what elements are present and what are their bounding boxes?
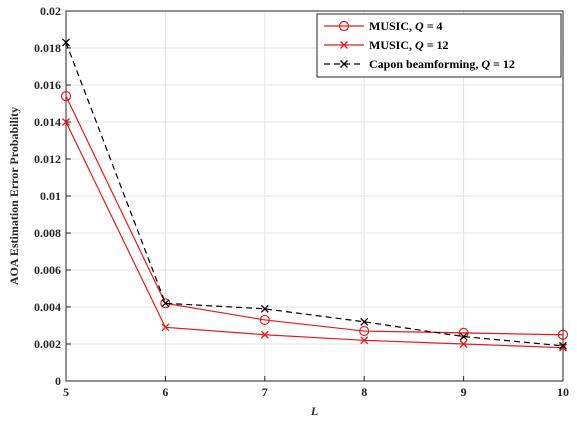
x-marker bbox=[559, 341, 567, 350]
legend-entry-part: MUSIC, bbox=[369, 19, 415, 33]
data-series bbox=[60, 38, 569, 352]
y-tick-label: 0.018 bbox=[34, 41, 61, 55]
x-tick-label: 5 bbox=[63, 385, 69, 399]
y-tick-label: 0.002 bbox=[34, 337, 61, 351]
series-line bbox=[65, 121, 564, 349]
y-tick-label: 0.016 bbox=[34, 78, 61, 92]
x-marker bbox=[459, 332, 468, 341]
legend-entry-part: Capon beamforming, bbox=[369, 57, 481, 71]
x-marker bbox=[360, 336, 369, 345]
x-tick-label: 10 bbox=[557, 385, 569, 399]
y-tick-label: 0 bbox=[55, 374, 61, 388]
y-tick-label: 0.012 bbox=[34, 152, 61, 166]
x-marker bbox=[260, 304, 269, 313]
legend-x-marker bbox=[340, 60, 348, 68]
x-tick-label: 9 bbox=[461, 385, 467, 399]
x-marker bbox=[62, 118, 70, 126]
series-line bbox=[65, 42, 564, 347]
x-tick-label: 7 bbox=[262, 385, 268, 399]
legend-entry-part: = 12 bbox=[490, 57, 515, 71]
legend-entry-part: Q bbox=[415, 38, 424, 52]
axis-ticks: 5 6 7 8 9 10 0 0.002 0.004 0.006 0.008 0.01 0.012 0.0… bbox=[34, 4, 569, 399]
x-axis-label: L bbox=[310, 404, 318, 418]
circle-marker bbox=[60, 90, 72, 102]
x-marker bbox=[161, 323, 170, 332]
y-tick-label: 0.004 bbox=[34, 300, 61, 314]
legend-entry-part: Q bbox=[481, 57, 490, 71]
series-line bbox=[65, 95, 564, 336]
legend-entry-part: Q bbox=[415, 19, 424, 33]
legend-entry-part: = 4 bbox=[424, 19, 443, 33]
legend-x-marker bbox=[340, 41, 348, 49]
series-2 bbox=[62, 38, 567, 350]
legend-entry-part: MUSIC, bbox=[369, 38, 415, 52]
x-marker bbox=[62, 38, 70, 47]
x-marker bbox=[459, 340, 468, 348]
legend-entry: Capon beamforming, Q = 12 bbox=[369, 57, 515, 71]
x-marker bbox=[161, 299, 170, 308]
y-tick-label: 0.006 bbox=[34, 263, 61, 277]
y-tick-label: 0.02 bbox=[40, 4, 61, 18]
y-axis-label: AOA Estimation Error Probability bbox=[7, 107, 21, 285]
y-tick-label: 0.014 bbox=[34, 115, 61, 129]
legend-entry: MUSIC, Q = 12 bbox=[369, 38, 449, 52]
legend-entry: MUSIC, Q = 4 bbox=[369, 19, 443, 33]
x-tick-label: 6 bbox=[162, 385, 168, 399]
circle-marker bbox=[557, 329, 569, 340]
legend-circle-marker bbox=[338, 20, 350, 32]
y-tick-label: 0.01 bbox=[40, 189, 61, 203]
x-marker bbox=[360, 317, 369, 326]
y-tick-label: 0.008 bbox=[34, 226, 61, 240]
series-0 bbox=[60, 90, 569, 340]
x-marker bbox=[559, 343, 567, 352]
legend-entry-part: = 12 bbox=[424, 38, 449, 52]
x-tick-label: 8 bbox=[361, 385, 367, 399]
circle-marker bbox=[359, 325, 370, 337]
circle-marker bbox=[259, 314, 270, 326]
x-marker bbox=[260, 330, 269, 339]
series-1 bbox=[62, 118, 567, 352]
